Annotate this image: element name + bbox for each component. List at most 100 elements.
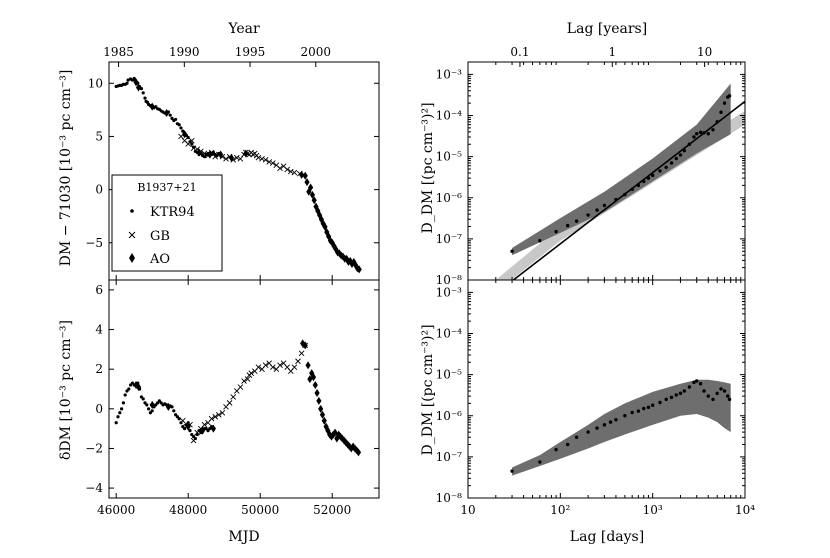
dm-structure-axis-label-top: D_DM [(pc cm⁻³)²]: [420, 102, 436, 233]
ddm-residuals-point-ao: [210, 424, 216, 433]
dm-timeseries-point-gb: [233, 154, 240, 161]
ddm-residuals-point-ao: [185, 422, 191, 431]
ddm-residuals-point-ao: [200, 426, 206, 435]
sf-top-point: [674, 156, 678, 161]
ddm-residuals-point-gb: [298, 350, 305, 357]
sf-bottom-point: [711, 397, 715, 402]
sf-bottom-point: [595, 426, 599, 430]
sf-bottom-band-dark: [512, 379, 731, 476]
dm-timeseries-point-ao: [182, 130, 188, 139]
mjd-tick-label: 46000: [97, 503, 135, 517]
ddm-residuals-point-gb: [215, 411, 222, 418]
sf-bottom-point: [678, 391, 683, 396]
dm-timeseries-point-ktr94: [174, 117, 178, 122]
ddm-residuals-point-gb: [179, 417, 186, 424]
ddm-residuals-point-gb: [262, 362, 269, 369]
ddm-residuals-point-ao: [310, 373, 317, 382]
dm-timeseries-point-ktr94: [125, 81, 129, 85]
sf-top-point: [646, 176, 651, 180]
sf-bottom-ytick-label: 10⁻⁴: [436, 327, 463, 341]
sf-top-ytick-label: 10⁻⁶: [436, 191, 463, 205]
dm-timeseries-point-ao: [228, 153, 234, 162]
sf-top-point: [574, 219, 579, 223]
dm-timeseries-point-ktr94: [190, 142, 194, 146]
sf-top-point: [715, 120, 719, 124]
sf-bottom-point: [642, 406, 646, 411]
ddm-residuals-point-gb: [295, 358, 301, 365]
sf-top-point: [719, 110, 723, 114]
dm-timeseries-point-gb: [188, 137, 195, 144]
sf-top-plot-area: [495, 83, 745, 280]
legend: B1937+21 KTR94 GB AO: [111, 174, 223, 272]
dm-timeseries-point-gb: [237, 155, 244, 162]
lag-years-tick-label: 0.1: [510, 45, 529, 59]
sf-bottom-ytick-label: 10⁻⁸: [436, 491, 463, 505]
sf-bottom-point: [602, 423, 607, 427]
dm-timeseries-point-ktr94: [202, 155, 206, 159]
ddm-residuals-ytick-label: −2: [85, 441, 103, 455]
sf-bottom-point: [650, 403, 655, 407]
sf-bottom-point: [727, 397, 732, 402]
ddm-residuals-point-ao: [330, 430, 336, 439]
lag-days-tick-label: 10⁴: [735, 503, 755, 517]
sf-bottom-point: [695, 379, 699, 383]
dm-timeseries-point-ao: [322, 222, 328, 231]
sf-bottom-point: [682, 389, 686, 393]
sf-top-point: [623, 192, 627, 197]
dm-timeseries-point-ao: [196, 148, 202, 157]
dm-timeseries-point-ao: [207, 150, 213, 159]
sf-top-point: [727, 94, 732, 98]
sf-top-point: [682, 148, 686, 153]
dm-timeseries-point-ao: [309, 190, 315, 199]
ddm-residuals-point-gb: [248, 370, 255, 376]
dm-timeseries-point-gb: [255, 154, 262, 161]
ddm-residuals-point-ao: [323, 422, 329, 431]
sf-bottom-ytick-label: 10⁻⁶: [436, 409, 463, 423]
ddm-residuals-point-ktr94: [172, 409, 176, 413]
dm-timeseries-ytick-label: 5: [95, 129, 103, 143]
dm-timeseries-point-ktr94: [186, 135, 190, 140]
dm-timeseries-point-ao: [356, 265, 362, 274]
ddm-residuals-point-ktr94: [121, 401, 125, 405]
sf-bottom-point: [692, 380, 696, 385]
sf-bottom-point: [630, 410, 634, 415]
sf-top-ytick-label: 10⁻⁸: [436, 273, 463, 287]
ddm-residuals-ytick-label: 2: [95, 362, 103, 376]
sf-top-band-dark: [512, 83, 731, 256]
sf-top-point: [669, 161, 674, 165]
ddm-residuals-point-ao: [350, 442, 356, 451]
ddm-residuals-point-ktr94: [177, 417, 181, 421]
sf-bottom-point: [715, 391, 719, 396]
sf-bottom-frame: [467, 279, 746, 499]
sf-top-ytick-label: 10⁻⁴: [436, 109, 463, 123]
ddm-residuals-point-ao: [346, 442, 353, 451]
ddm-residuals-point-ao: [348, 444, 354, 453]
sf-top-point: [678, 153, 683, 157]
dm-timeseries-point-gb: [250, 151, 256, 158]
panel-dm-timeseries: −5 0 5 10 1985 1990 1995 2000: [85, 45, 380, 281]
dm-timeseries-point-ao: [133, 78, 139, 87]
sf-bottom-ytick-label: 10⁻³: [436, 285, 463, 299]
dm-timeseries-point-ktr94: [215, 153, 219, 158]
ddm-residuals-point-ao: [319, 410, 326, 419]
ddm-residuals-point-gb: [226, 400, 233, 406]
mjd-axis-label: MJD: [228, 529, 259, 545]
sf-bottom-point: [698, 382, 703, 386]
mjd-tick-label: 48000: [169, 503, 207, 517]
sf-top-point: [664, 165, 668, 170]
ddm-residuals-point-gb: [277, 362, 283, 369]
dm-timeseries-point-ao: [243, 149, 249, 158]
sf-top-point: [687, 142, 692, 146]
ddm-residuals-point-ao: [305, 361, 311, 370]
ddm-residuals-ytick-label: −4: [85, 481, 103, 495]
ddm-residuals-point-ao: [332, 428, 338, 437]
sf-top-point: [722, 101, 727, 105]
sf-top-point: [630, 187, 634, 192]
ddm-residuals-point-ao: [341, 436, 347, 445]
dm-timeseries-point-ao: [327, 236, 333, 245]
ddm-residuals-point-gb: [237, 384, 244, 390]
sf-top-point: [565, 223, 570, 228]
dm-timeseries-point-ktr94: [143, 96, 147, 100]
ddm-residuals-point-ktr94: [147, 407, 151, 411]
ddm-residuals-point-ktr94: [116, 415, 120, 419]
